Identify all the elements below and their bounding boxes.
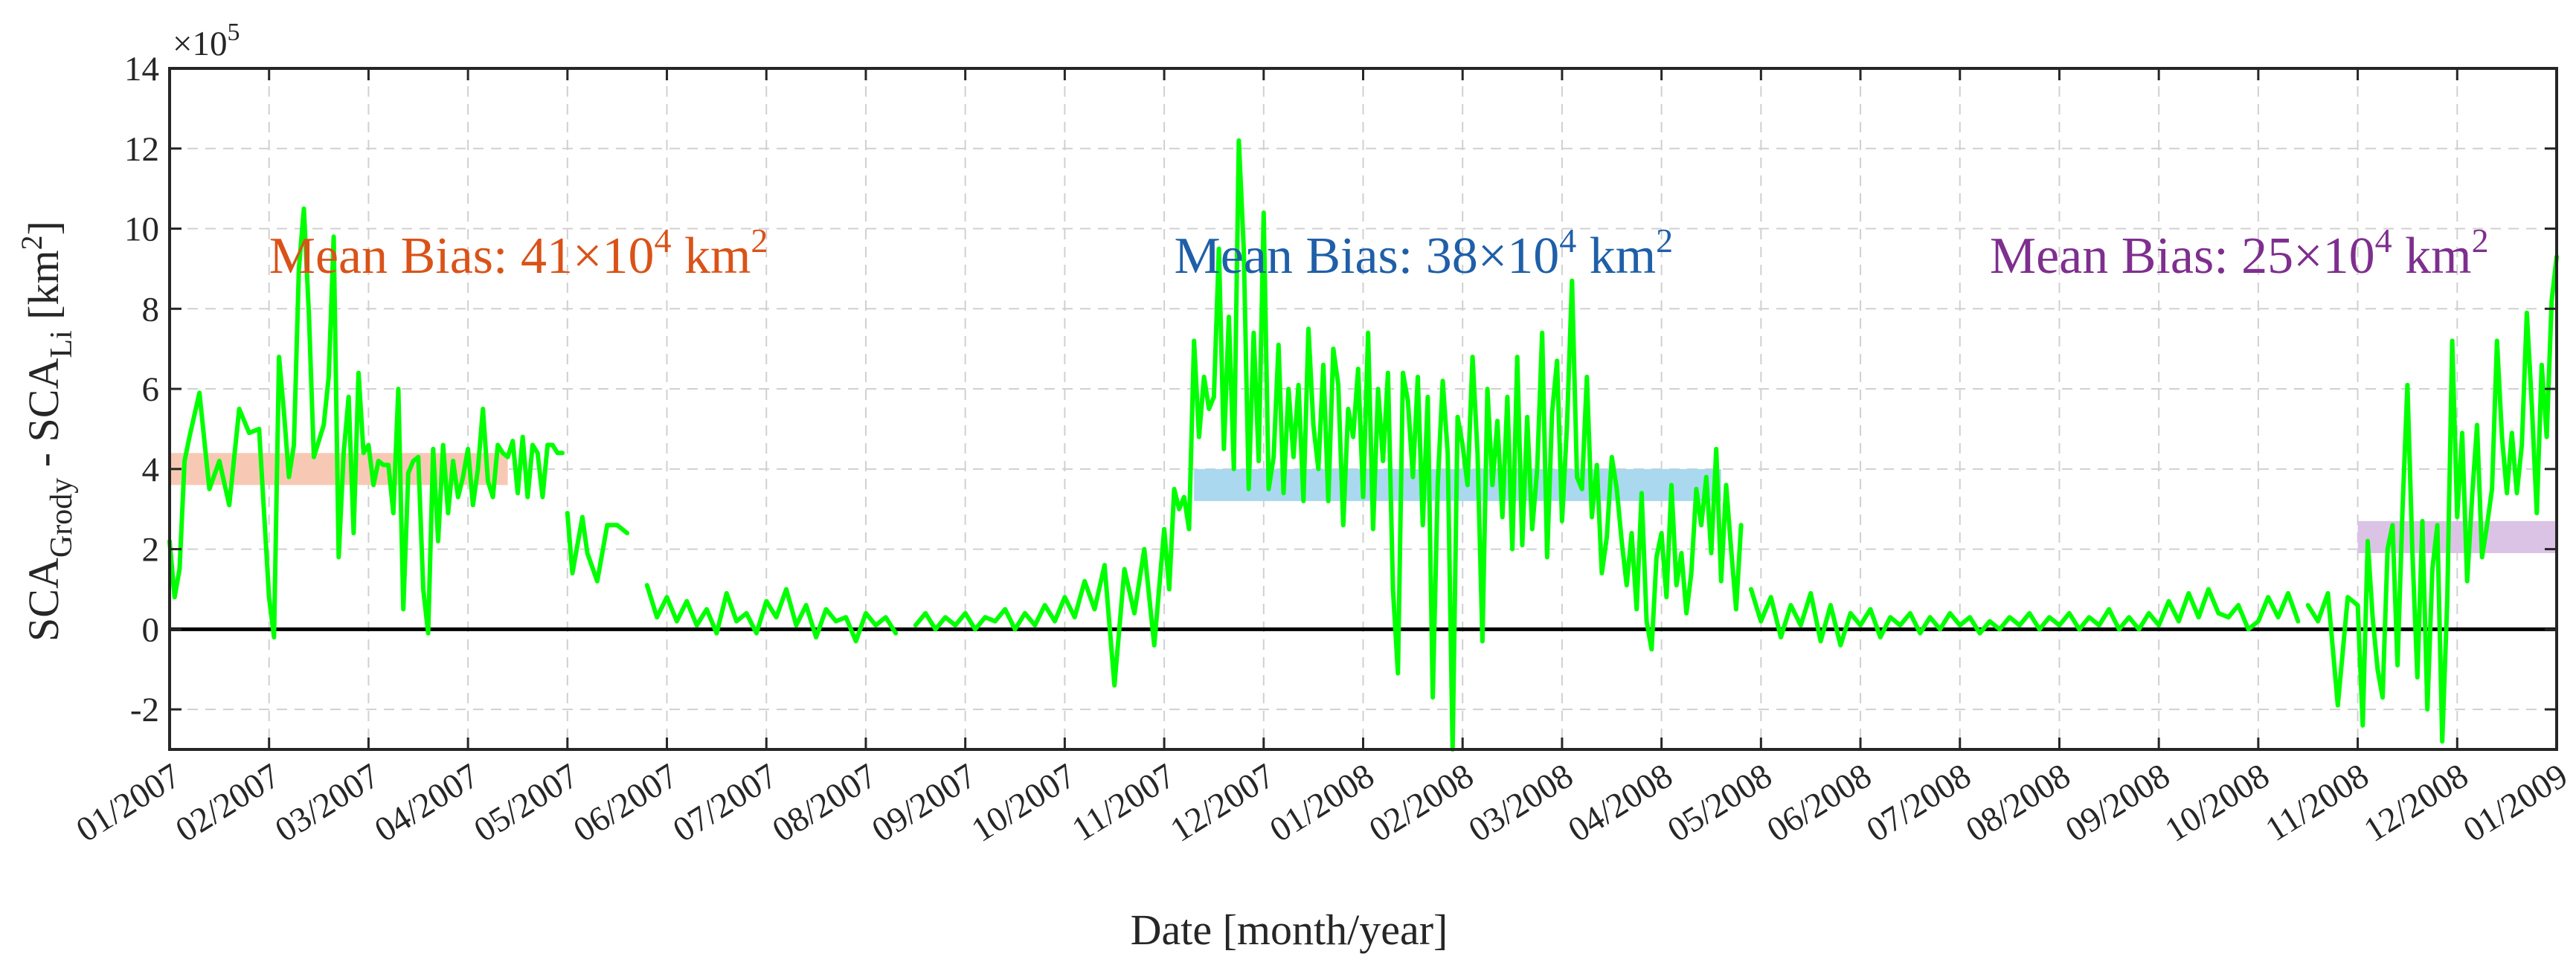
y-tick-label: -2 bbox=[130, 691, 159, 729]
x-tick-label: 10/2007 bbox=[965, 756, 1082, 850]
mean-bias-label: Mean Bias: 41×104 km2 bbox=[269, 222, 768, 285]
x-tick-label: 12/2007 bbox=[1163, 756, 1281, 850]
x-tick-label: 03/2007 bbox=[269, 756, 386, 850]
x-tick-label: 08/2008 bbox=[1959, 756, 2077, 850]
x-tick-label: 12/2008 bbox=[2357, 756, 2475, 850]
y-label-sub: Li bbox=[45, 330, 79, 358]
mean-bias-unit: km bbox=[2392, 228, 2472, 285]
mean-bias-label: Mean Bias: 38×104 km2 bbox=[1174, 222, 1673, 285]
series-line bbox=[1211, 138, 1744, 752]
y-exponent-base: ×10 bbox=[173, 25, 228, 63]
x-tick-label: 10/2008 bbox=[2158, 756, 2275, 850]
x-tick-label: 04/2007 bbox=[368, 756, 486, 850]
x-tick-label: 05/2007 bbox=[467, 756, 585, 850]
x-tick-label: 07/2008 bbox=[1860, 756, 1977, 850]
x-tick-label: 05/2008 bbox=[1661, 756, 1779, 850]
y-exponent-power: 5 bbox=[228, 19, 240, 46]
mean-bias-exp: 4 bbox=[1559, 222, 1576, 259]
series-line bbox=[913, 338, 1216, 688]
mean-bias-unit-exp: 2 bbox=[751, 222, 768, 259]
y-label-part: [km bbox=[19, 250, 68, 330]
mean-bias-unit: km bbox=[1576, 228, 1656, 285]
y-tick-label: 10 bbox=[124, 210, 159, 249]
y-tick-label: 12 bbox=[124, 130, 159, 169]
y-label-sub: Grody bbox=[45, 478, 79, 558]
x-tick-label: 04/2008 bbox=[1561, 756, 1679, 850]
mean-bias-text: Mean Bias: 41×10 bbox=[269, 228, 655, 285]
y-tick-label: 6 bbox=[142, 370, 160, 409]
y-tick-label: 14 bbox=[124, 50, 159, 88]
series-line bbox=[2305, 254, 2559, 744]
mean-bias-annotations: Mean Bias: 41×104 km2 Mean Bias: 38×104 k… bbox=[269, 222, 2489, 285]
x-tick-label: 03/2008 bbox=[1462, 756, 1580, 850]
series-line bbox=[565, 511, 630, 584]
y-tick-label: 0 bbox=[142, 610, 160, 649]
y-label-part: - SCA bbox=[19, 358, 68, 478]
x-tick-label: 09/2008 bbox=[2059, 756, 2177, 850]
y-label-part: SCA bbox=[19, 558, 68, 642]
mean-bias-unit-exp: 2 bbox=[1656, 222, 1673, 259]
x-tick-label: 02/2008 bbox=[1363, 756, 1480, 850]
data-series bbox=[167, 138, 2559, 752]
mean-bias-unit: km bbox=[671, 228, 751, 285]
x-tick-label: 06/2007 bbox=[567, 756, 684, 850]
x-tick-label: 01/2008 bbox=[1263, 756, 1381, 850]
y-tick-label: 4 bbox=[142, 451, 160, 489]
series-line bbox=[167, 206, 565, 640]
x-tick-label: 11/2007 bbox=[1065, 756, 1182, 849]
mean-bias-text: Mean Bias: 38×10 bbox=[1174, 228, 1559, 285]
x-tick-label: 01/2009 bbox=[2457, 756, 2575, 850]
y-tick-label: 2 bbox=[142, 531, 160, 570]
x-tick-label: 09/2007 bbox=[865, 756, 983, 850]
mean-bias-exp: 4 bbox=[2375, 222, 2392, 259]
x-tick-label: 08/2007 bbox=[766, 756, 884, 850]
x-tick-label: 11/2008 bbox=[2259, 756, 2376, 849]
y-axis-exponent: ×105 bbox=[173, 19, 240, 63]
series-line bbox=[644, 583, 899, 644]
series-line bbox=[1749, 587, 2301, 648]
mean-bias-exp: 4 bbox=[654, 222, 671, 259]
grid-lines bbox=[170, 68, 2557, 749]
x-tick-label: 01/2007 bbox=[70, 756, 187, 850]
x-tick-label: 02/2007 bbox=[169, 756, 286, 850]
mean-bias-text: Mean Bias: 25×10 bbox=[1990, 228, 2375, 285]
y-tick-label: 8 bbox=[142, 290, 160, 329]
y-label-part: ] bbox=[19, 221, 68, 235]
x-tick-label: 07/2007 bbox=[667, 756, 784, 850]
x-tick-label: 06/2008 bbox=[1761, 756, 1878, 850]
y-axis-label: SCAGrody - SCALi [km2] bbox=[15, 221, 79, 642]
mean-bias-unit-exp: 2 bbox=[2472, 222, 2489, 259]
y-label-sup: 2 bbox=[15, 235, 48, 250]
mean-bias-label: Mean Bias: 25×104 km2 bbox=[1990, 222, 2489, 285]
x-axis-label: Date [month/year] bbox=[1131, 906, 1448, 954]
